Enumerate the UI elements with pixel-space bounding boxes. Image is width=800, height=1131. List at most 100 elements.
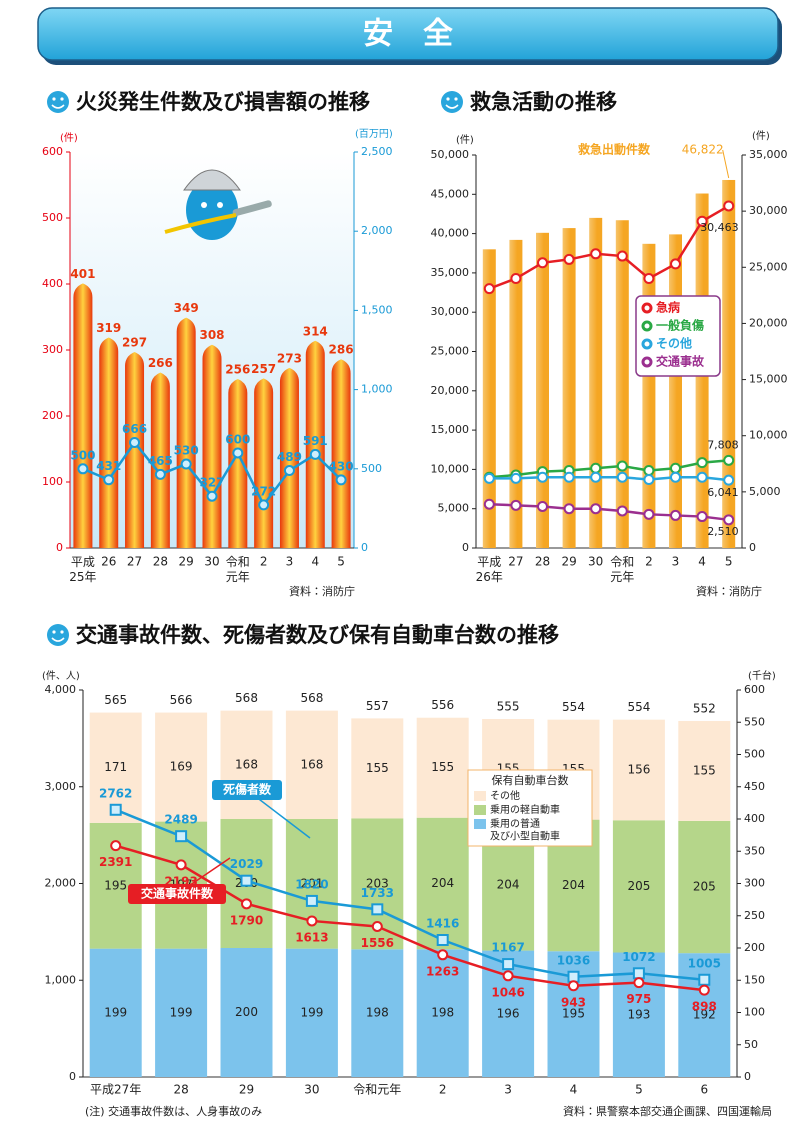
marker	[633, 977, 645, 989]
data-label: 465	[148, 454, 173, 468]
x-tick-label: 令和元年	[226, 555, 250, 584]
callout-box	[128, 884, 226, 904]
total-label: 554	[627, 700, 650, 714]
bar-segment	[416, 717, 469, 818]
legend-title: 保有自動車台数	[492, 773, 569, 787]
y2-tick-label: 100	[744, 1006, 765, 1019]
data-label: 169	[170, 760, 193, 774]
marker	[568, 980, 579, 992]
data-label: 192	[693, 1008, 716, 1022]
total-label: 556	[431, 698, 454, 712]
marker	[632, 967, 645, 980]
data-label: 1613	[295, 930, 328, 944]
total-label: 565	[104, 693, 127, 707]
marker	[670, 258, 681, 270]
marker	[616, 471, 628, 483]
x-tick-label: 平成 26年	[476, 555, 503, 584]
data-label: 1005	[688, 956, 721, 970]
y-tick-label: 3,000	[45, 780, 77, 793]
data-label: 198	[366, 1006, 389, 1020]
marker	[258, 499, 270, 511]
marker	[77, 463, 89, 475]
marker	[643, 474, 655, 486]
bar-segment	[416, 949, 469, 1077]
y-tick-label: 20,000	[431, 384, 470, 397]
y-tick-label: 50,000	[431, 148, 470, 161]
flame-bar	[99, 337, 119, 548]
marker	[232, 447, 244, 459]
text-line: 令和	[226, 555, 250, 569]
marker	[240, 874, 253, 887]
data-label: 297	[122, 335, 147, 349]
data-label: 430	[329, 459, 354, 473]
marker	[502, 958, 515, 971]
y-tick-label: 35,000	[431, 266, 470, 279]
data-label: 1263	[426, 964, 459, 978]
source: 資料：消防庁	[289, 584, 355, 598]
marker	[590, 248, 602, 260]
x-tick-label: 2	[439, 1083, 447, 1097]
data-label: 600	[225, 432, 250, 446]
flame-bar	[176, 317, 196, 548]
bar-segment	[155, 948, 208, 1077]
flame-bar	[331, 359, 351, 548]
y-tick-label: 10,000	[431, 462, 470, 475]
text-line: 26年	[476, 570, 503, 584]
y-tick-label: 600	[42, 145, 63, 158]
x-tick-label: 6	[700, 1083, 708, 1097]
y2-tick-label: 50	[744, 1038, 758, 1051]
data-label: 272	[251, 484, 276, 498]
data-label: 1820	[295, 877, 328, 891]
text-line: 及び小型自動車	[490, 830, 560, 843]
line	[115, 808, 705, 982]
marker	[670, 509, 681, 521]
y-tick-label: 45,000	[431, 187, 470, 200]
data-label: 2762	[99, 786, 132, 800]
marker	[109, 803, 122, 816]
icon	[47, 624, 69, 646]
x-tick-label: 令和元年	[610, 555, 634, 584]
data-label: 30,463	[700, 221, 739, 234]
x-tick-label: 3	[504, 1083, 512, 1097]
marker	[590, 462, 602, 474]
y2-tick-label: 20,000	[749, 316, 788, 329]
data-label: 199	[300, 1005, 323, 1019]
y-tick-label: 1,000	[45, 973, 77, 986]
flame-bar	[279, 367, 299, 548]
y-tick-label: 40,000	[431, 227, 470, 240]
header-title: 安 全	[363, 17, 453, 52]
marker	[643, 273, 655, 285]
marker	[371, 903, 384, 916]
y2-tick-label: 30,000	[749, 204, 788, 217]
legend-label: その他	[656, 336, 692, 351]
legend-swatch	[474, 791, 486, 801]
y2-axis-unit: (件)	[752, 130, 770, 142]
text-line: 元年	[610, 570, 634, 584]
bar-segment	[155, 712, 208, 822]
y2-axis-unit: (百万円)	[355, 128, 393, 140]
y-tick-label: 30,000	[431, 305, 470, 318]
x-tick-label: 28	[535, 555, 550, 569]
marker	[670, 471, 681, 483]
bar	[589, 217, 603, 548]
text-line: 25年	[69, 570, 96, 584]
data-label: 200	[235, 1005, 258, 1019]
marker	[306, 915, 318, 927]
marker	[309, 448, 321, 460]
x-tick-label: 29	[239, 1083, 254, 1097]
marker	[537, 471, 548, 483]
data-label: 171	[104, 760, 127, 774]
flame-bar	[305, 340, 325, 548]
marker	[335, 474, 347, 486]
bar	[536, 232, 549, 548]
marker	[563, 471, 575, 483]
x-tick-label: 2	[260, 555, 268, 569]
data-label: 1167	[491, 941, 524, 955]
data-label: 193	[627, 1007, 650, 1021]
marker	[696, 457, 708, 469]
marker	[110, 840, 122, 852]
y2-tick-label: 500	[744, 748, 765, 761]
legend-label: 交通事故	[656, 354, 705, 369]
y2-tick-label: 35,000	[749, 148, 788, 161]
data-label: 46,822	[682, 143, 724, 157]
